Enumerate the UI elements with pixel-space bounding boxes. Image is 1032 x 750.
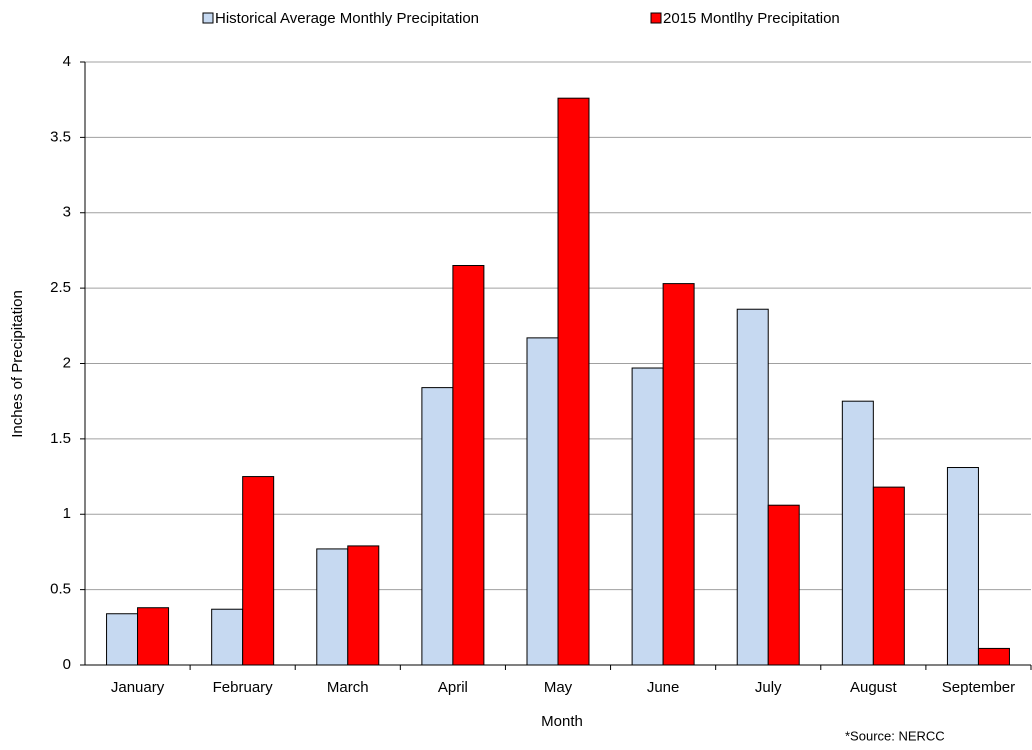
x-tick-label: August [850, 679, 898, 696]
bar [841, 400, 874, 666]
bar [421, 387, 454, 666]
bar [767, 504, 800, 666]
x-tick-label: June [647, 679, 680, 696]
y-tick-label: 4 [63, 53, 71, 70]
y-tick-label: 3.5 [50, 128, 71, 145]
x-tick-label: July [755, 679, 782, 696]
bar [946, 467, 979, 666]
legend-label: Historical Average Monthly Precipitation [215, 10, 479, 27]
x-tick-label: April [438, 679, 468, 696]
y-tick-label: 0.5 [50, 581, 71, 598]
y-tick-label: 1.5 [50, 430, 71, 447]
bar [557, 97, 590, 666]
bar [526, 337, 559, 666]
y-tick-label: 3 [63, 204, 71, 221]
bar [736, 308, 769, 666]
y-tick-label: 1 [63, 505, 71, 522]
legend-label: 2015 Montlhy Precipitation [663, 10, 840, 27]
bar [977, 647, 1010, 666]
legend-swatch [650, 12, 662, 24]
y-tick-label: 2 [63, 354, 71, 371]
x-axis-title: Month [541, 713, 583, 730]
x-tick-label: February [213, 679, 274, 696]
bar [662, 283, 695, 666]
y-tick-label: 2.5 [50, 279, 71, 296]
bar [211, 608, 244, 666]
source-note: *Source: NERCC [845, 728, 945, 743]
bar [106, 613, 139, 666]
bar [242, 476, 275, 666]
x-tick-label: May [544, 679, 573, 696]
x-tick-label: January [111, 679, 165, 696]
y-axis-title: Inches of Precipitation [9, 290, 26, 438]
legend-swatch [202, 12, 214, 24]
x-tick-label: September [942, 679, 1015, 696]
y-tick-label: 0 [63, 656, 71, 673]
bar [316, 548, 349, 666]
bar [631, 367, 664, 666]
bar [137, 607, 170, 666]
bar [872, 486, 905, 666]
bar [347, 545, 380, 666]
bar [452, 265, 485, 666]
x-tick-label: March [327, 679, 369, 696]
